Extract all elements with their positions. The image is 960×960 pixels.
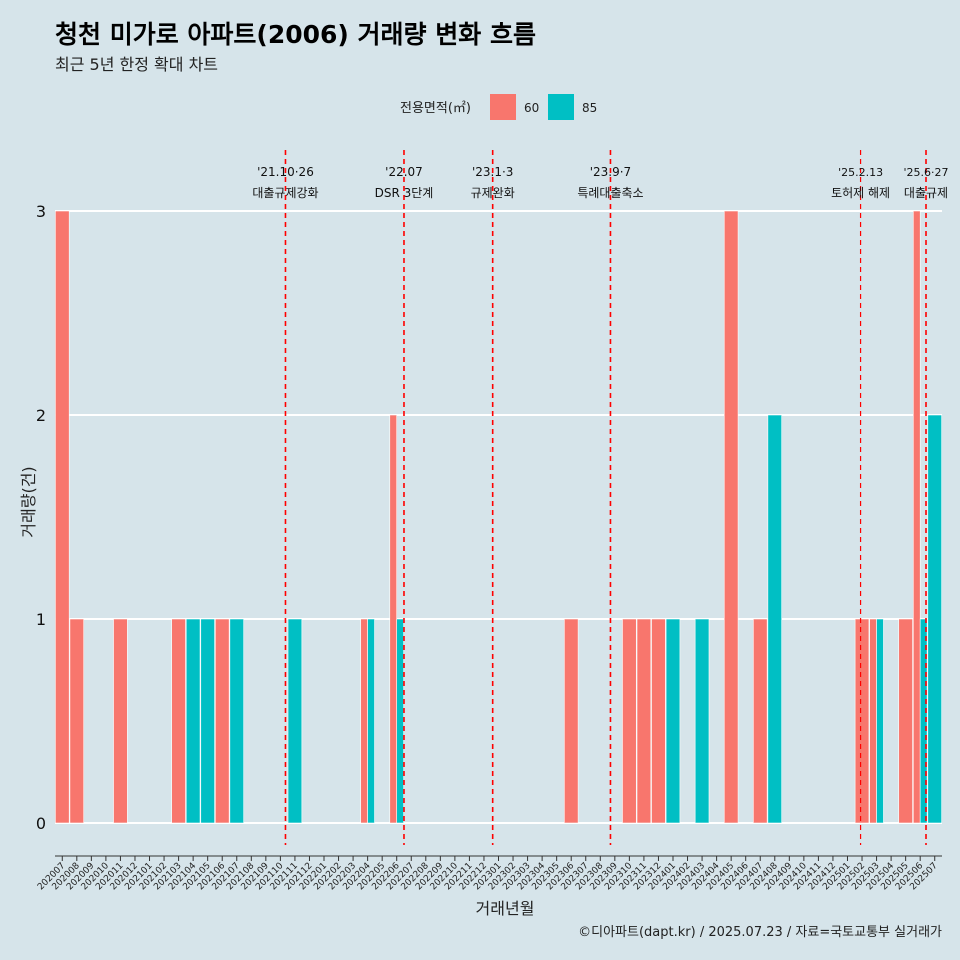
- y-tick-label: 2: [36, 406, 46, 425]
- bar-85-202506: [919, 618, 928, 824]
- y-tick-label: 3: [36, 202, 46, 221]
- bar-85-202507: [927, 414, 942, 824]
- bar-60-202405: [723, 210, 739, 824]
- bar-60-202506: [912, 210, 921, 824]
- event-label: 특례대출축소: [577, 186, 643, 200]
- bar-60-202306: [563, 618, 579, 824]
- bar-60-202011: [113, 618, 128, 824]
- event-label: 토허제 해제: [831, 186, 890, 200]
- bar-60-202505: [898, 618, 913, 824]
- bar-60-202502: [854, 618, 870, 824]
- chart-title: 청천 미가로 아파트(2006) 거래량 변화 흐름: [55, 20, 536, 49]
- event-date: '22.07: [385, 165, 423, 179]
- chart-subtitle: 최근 5년 한정 확대 차트: [55, 55, 218, 74]
- bar-85-202401: [665, 618, 681, 824]
- bar-60-202106: [215, 618, 230, 824]
- y-axis-title: 거래량(건): [19, 466, 38, 537]
- plot-area: '21.10·26 대출규제강화 '22.07 DSR 3단계 '23.1·3 규제완화 '…: [36, 150, 949, 892]
- event-date: '21.10·26: [257, 165, 314, 179]
- bar-85-202503: [876, 618, 884, 824]
- legend-swatch-85: [548, 94, 574, 120]
- source-caption: ©디아파트(dapt.kr) / 2025.07.23 / 자료=국토교통부 실…: [578, 925, 942, 940]
- legend-swatch-60: [490, 94, 516, 120]
- event-date: '23.1·3: [472, 165, 513, 179]
- event-date: '25.2.13: [838, 166, 883, 179]
- bar-85-202105: [200, 618, 215, 824]
- y-tick-label: 1: [36, 610, 46, 629]
- event-label: DSR 3단계: [375, 186, 434, 200]
- bar-60-202310: [622, 618, 637, 824]
- legend-label-85: 85: [582, 101, 597, 115]
- bar-60-202206: [389, 414, 398, 824]
- bar-60-202503: [869, 618, 877, 824]
- bar-60-202311: [636, 618, 652, 824]
- bar-60-202407: [753, 618, 768, 824]
- event-date: '25.6·27: [903, 166, 948, 179]
- event-date: '23.9·7: [590, 165, 631, 179]
- event-label: 대출규제강화: [252, 186, 318, 200]
- bar-60-202007: [55, 210, 70, 824]
- bar-85-202104: [185, 618, 201, 824]
- bar-85-202403: [694, 618, 710, 824]
- event-label: 대출규제: [904, 186, 948, 200]
- bar-60-202204: [360, 618, 368, 824]
- bar-60-202008: [69, 618, 85, 824]
- y-tick-label: 0: [36, 814, 46, 833]
- legend-label-60: 60: [524, 101, 539, 115]
- legend: 전용면적(㎡) 60 85: [400, 94, 597, 120]
- bar-85-202204: [367, 618, 375, 824]
- bar-85-202206: [396, 618, 404, 824]
- bar-85-202111: [287, 618, 303, 824]
- legend-title: 전용면적(㎡): [400, 101, 471, 116]
- bar-85-202408: [767, 414, 782, 824]
- bar-85-202107: [229, 618, 244, 824]
- x-axis-title: 거래년월: [476, 899, 535, 918]
- bar-60-202312: [651, 618, 666, 824]
- bar-60-202103: [171, 618, 186, 824]
- event-label: 규제완화: [471, 186, 515, 200]
